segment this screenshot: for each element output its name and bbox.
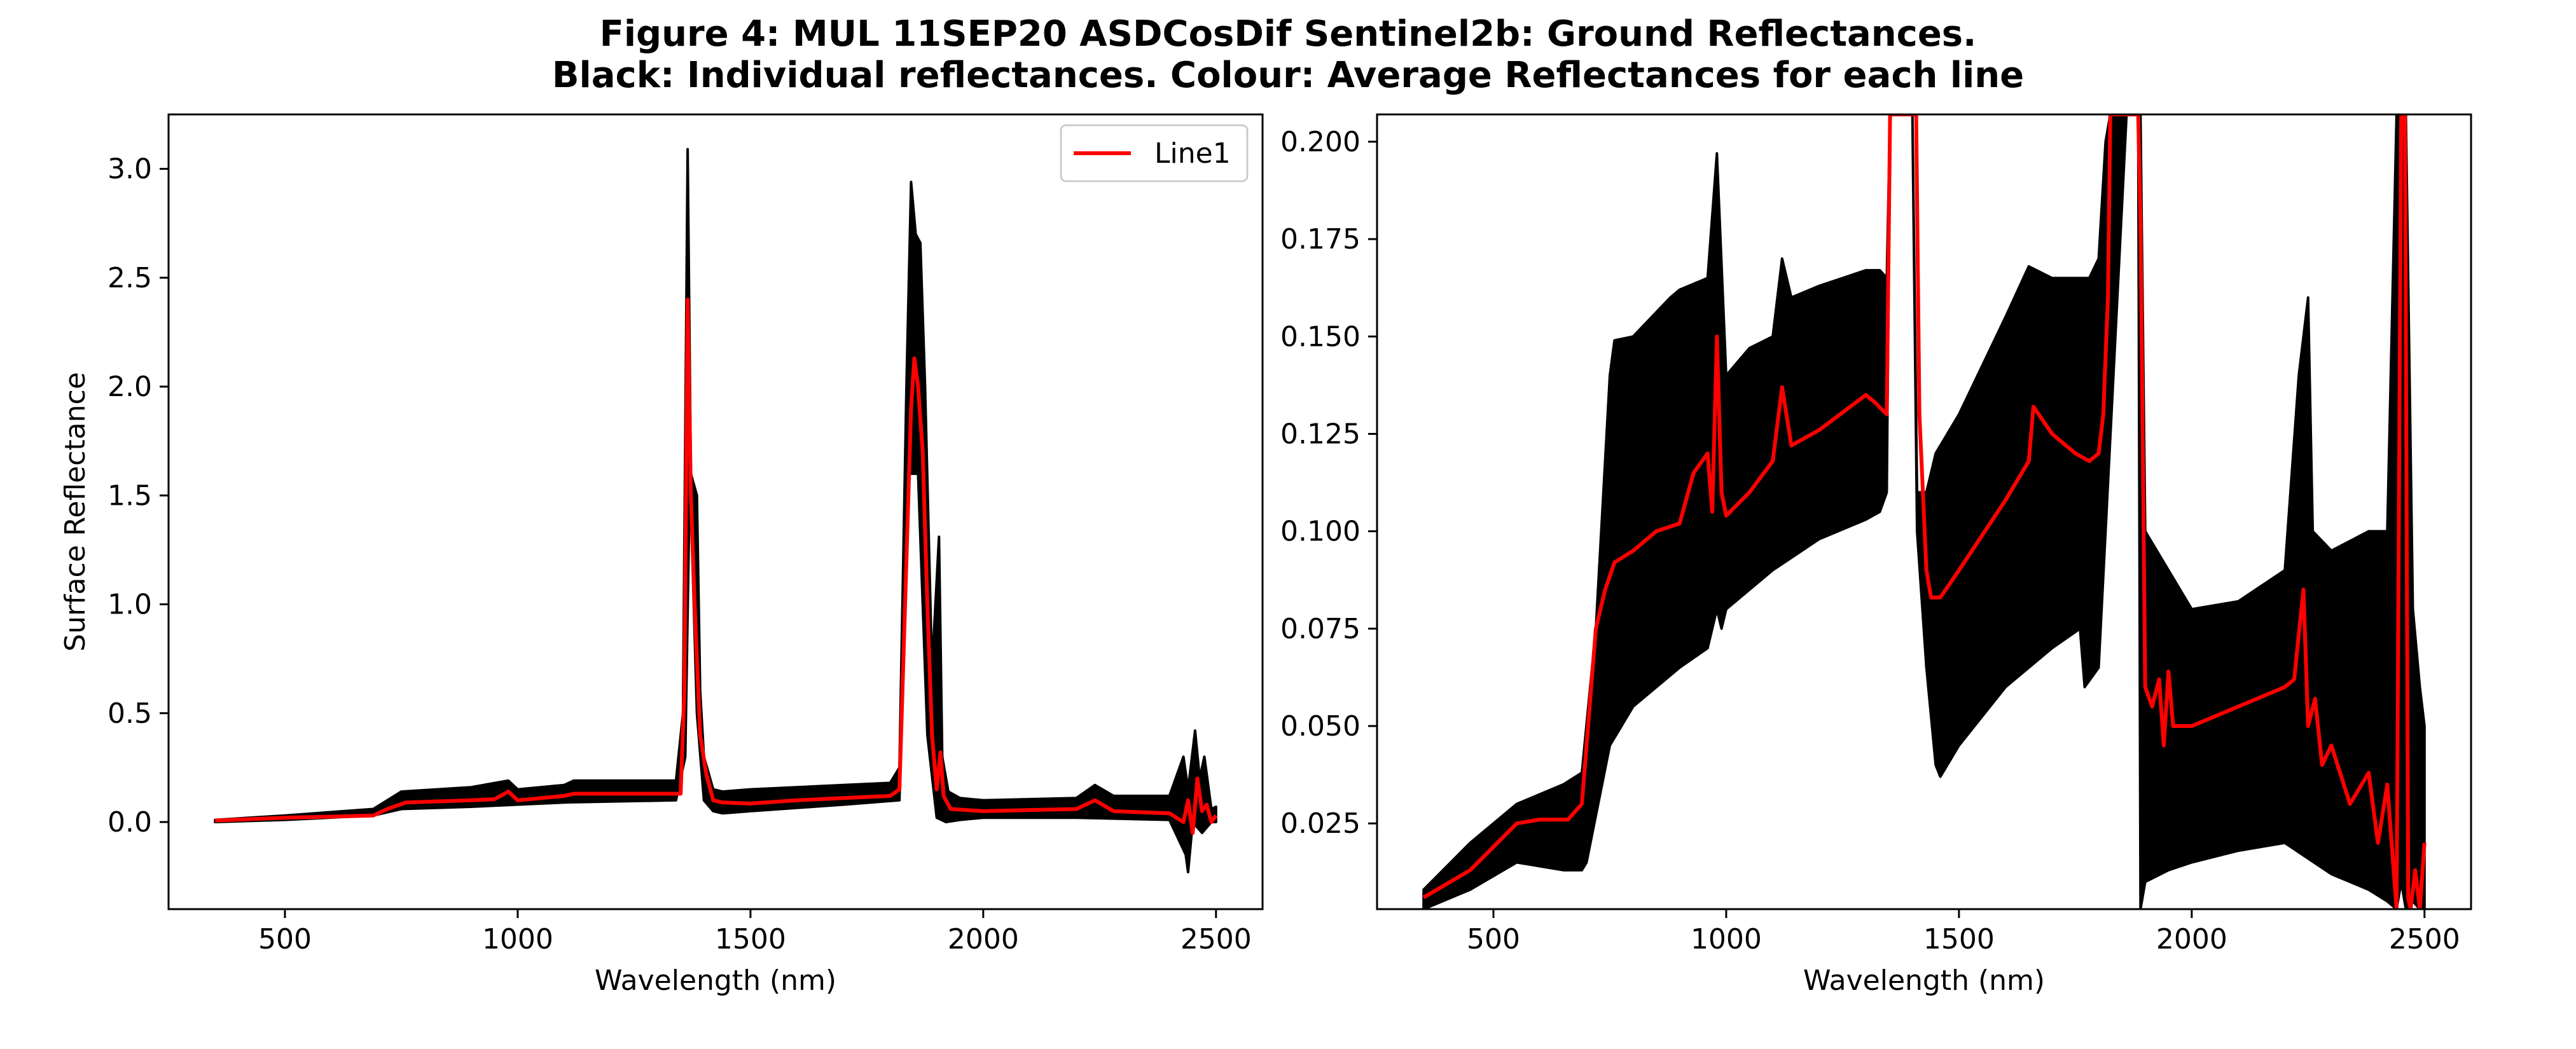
left-plot-panel: 500 1000 1500 2000 2500 0.0 0.5 1.0 1.5 2.0 2.5 3.0… bbox=[59, 113, 1264, 997]
left-ticks-group: 500 1000 1500 2000 2500 0.0 0.5 1.0 1.5 2.0 2.5 3.0 bbox=[107, 153, 1252, 956]
right-series-group bbox=[1422, 114, 2427, 909]
left-axes-frame bbox=[167, 113, 1264, 910]
right-x-axis-label: Wavelength (nm) bbox=[1803, 964, 2045, 997]
left-y-tick-label: 2.5 bbox=[107, 262, 152, 294]
right-y-tick-label: 0.150 bbox=[1280, 320, 1361, 353]
figure-title-line2: Black: Individual reflectances. Colour: … bbox=[552, 55, 2024, 96]
left-x-tick-label: 1000 bbox=[482, 923, 553, 956]
left-x-tick-label: 1500 bbox=[715, 923, 786, 956]
left-series-group bbox=[214, 147, 1218, 874]
right-x-tick-label: 2000 bbox=[2156, 923, 2227, 956]
legend-line1-label: Line1 bbox=[1154, 137, 1231, 170]
legend: Line1 bbox=[1060, 124, 1249, 182]
right-x-tick-label: 2500 bbox=[2389, 923, 2460, 956]
left-x-tick-label: 2500 bbox=[1181, 923, 1252, 956]
right-average-line1 bbox=[1422, 114, 2427, 909]
right-x-tick-label: 1500 bbox=[1923, 923, 1995, 956]
left-average-line1 bbox=[215, 298, 1218, 835]
left-y-tick-label: 2.0 bbox=[107, 371, 152, 403]
left-y-axis-label: Surface Reflectance bbox=[59, 372, 92, 652]
left-y-tick-label: 1.0 bbox=[107, 589, 152, 621]
right-y-tick-label: 0.200 bbox=[1280, 126, 1361, 158]
right-axes-frame bbox=[1376, 113, 2472, 910]
left-x-tick-label: 2000 bbox=[948, 923, 1019, 956]
legend-box bbox=[1060, 124, 1249, 182]
right-y-tick-label: 0.025 bbox=[1280, 807, 1361, 840]
right-y-tick-label: 0.125 bbox=[1280, 418, 1361, 450]
left-individual-reflectances-band bbox=[214, 147, 1217, 874]
right-x-tick-label: 500 bbox=[1467, 923, 1520, 956]
right-ticks-group: 500 1000 1500 2000 2500 0.025 0.050 0.075 0.100 0… bbox=[1280, 126, 2460, 956]
right-y-tick-label: 0.050 bbox=[1280, 710, 1361, 743]
left-y-tick-label: 1.5 bbox=[107, 479, 152, 512]
left-y-tick-label: 0.5 bbox=[107, 697, 152, 730]
right-plot-panel: 500 1000 1500 2000 2500 0.025 0.050 0.075 0.100 0… bbox=[1280, 113, 2472, 997]
right-x-tick-label: 1000 bbox=[1691, 923, 1762, 956]
right-y-tick-label: 0.175 bbox=[1280, 223, 1361, 256]
right-y-tick-label: 0.100 bbox=[1280, 516, 1361, 548]
left-y-tick-label: 0.0 bbox=[107, 806, 152, 839]
right-y-tick-label: 0.075 bbox=[1280, 613, 1361, 645]
left-x-axis-label: Wavelength (nm) bbox=[595, 964, 836, 997]
left-x-tick-label: 500 bbox=[258, 923, 312, 956]
figure-title-line1: Figure 4: MUL 11SEP20 ASDCosDif Sentinel… bbox=[600, 13, 1977, 55]
left-y-tick-label: 3.0 bbox=[107, 153, 152, 186]
